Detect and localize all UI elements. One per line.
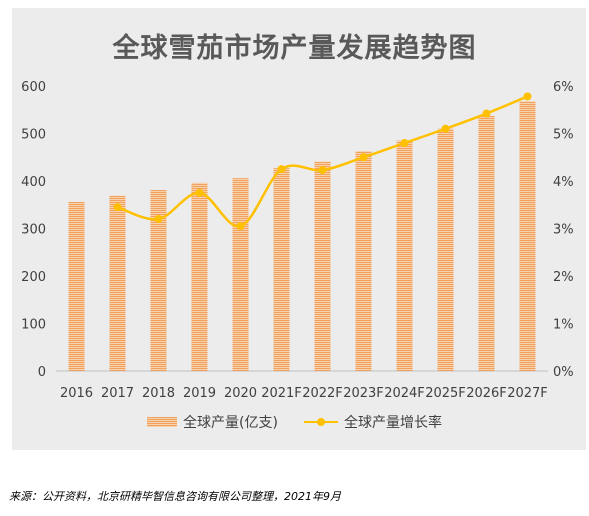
- x-tick-label: 2025F: [425, 386, 466, 401]
- x-tick-label: 2023F: [343, 386, 384, 401]
- legend-label-growth: 全球产量增长率: [343, 415, 442, 431]
- bar-2020: [232, 178, 249, 371]
- y-left-tick-label: 500: [21, 128, 46, 143]
- y-left-tick-label: 200: [21, 270, 46, 285]
- y-left-tick-label: 600: [21, 80, 46, 95]
- x-tick-label: 2026F: [466, 386, 507, 401]
- y-right-tick-label: 5%: [553, 128, 574, 143]
- growth-point-2024F: [400, 139, 409, 147]
- source-note: 来源：公开资料，北京研精毕智信息咨询有限公司整理，2021年9月: [9, 490, 341, 503]
- legend-item-production: 全球产量(亿支): [147, 412, 278, 432]
- legend-item-growth: 全球产量增长率: [303, 412, 442, 432]
- chart-legend: 全球产量(亿支) 全球产量增长率: [0, 412, 589, 432]
- bar-2016: [68, 201, 85, 371]
- x-tick-label: 2016: [60, 386, 93, 401]
- x-tick-label: 2017: [101, 386, 134, 401]
- bar-2025F: [437, 128, 454, 371]
- growth-point-2018: [154, 215, 163, 223]
- bar-2021F: [273, 168, 290, 371]
- y-left-tick-label: 100: [21, 318, 46, 333]
- x-tick-label: 2027F: [507, 386, 548, 401]
- growth-point-2022F: [318, 166, 327, 175]
- legend-bar-swatch: [147, 417, 178, 427]
- y-right-tick-label: 0%: [553, 365, 574, 380]
- bar-2017: [109, 195, 126, 371]
- legend-label-production: 全球产量(亿支): [183, 415, 278, 431]
- y-left-tick-label: 0: [38, 365, 46, 380]
- x-tick-label: 2019: [183, 386, 216, 401]
- growth-point-2027F: [523, 92, 532, 101]
- bar-2023F: [355, 151, 372, 371]
- growth-point-2021F: [277, 165, 286, 174]
- bar-2027F: [519, 101, 536, 371]
- y-right-tick-label: 3%: [553, 223, 574, 238]
- y-right-tick-label: 2%: [553, 270, 574, 285]
- bar-2019: [191, 182, 208, 371]
- bar-2024F: [396, 140, 413, 371]
- growth-point-2025F: [441, 124, 450, 133]
- growth-point-2026F: [482, 109, 491, 118]
- y-right-tick-label: 1%: [553, 318, 574, 333]
- growth-point-2017: [113, 203, 122, 212]
- x-tick-label: 2020: [224, 386, 257, 401]
- x-tick-label: 2022F: [302, 386, 343, 401]
- growth-point-2023F: [359, 153, 368, 162]
- y-left-tick-label: 400: [21, 175, 46, 190]
- y-left-tick-label: 300: [21, 223, 46, 238]
- y-right-tick-label: 6%: [553, 80, 574, 95]
- x-tick-label: 2024F: [384, 386, 425, 401]
- x-tick-label: 2021F: [261, 386, 302, 401]
- legend-line-swatch: [303, 416, 338, 428]
- bar-2018: [150, 190, 167, 371]
- growth-point-2019: [195, 188, 204, 197]
- growth-point-2020: [236, 222, 245, 231]
- bar-2022F: [314, 161, 331, 371]
- x-tick-label: 2018: [142, 386, 175, 401]
- y-right-tick-label: 4%: [553, 175, 574, 190]
- bar-2026F: [478, 115, 495, 371]
- chart-title: 全球雪茄市场产量发展趋势图: [112, 33, 477, 64]
